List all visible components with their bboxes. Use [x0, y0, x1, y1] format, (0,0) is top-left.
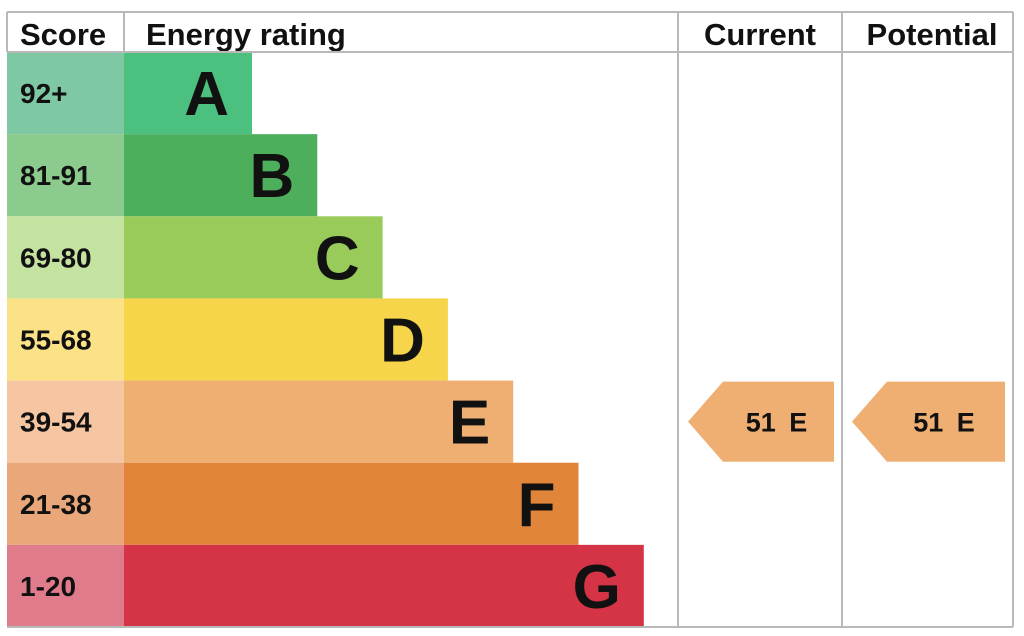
- band-letter-g: G: [573, 553, 621, 622]
- score-cell-b: [7, 134, 124, 217]
- band-bar-f: [124, 462, 579, 545]
- band-bar-e: [124, 380, 514, 463]
- score-cell-f: [7, 462, 124, 545]
- band-bar-c: [124, 216, 383, 299]
- band-bar-b: [124, 134, 318, 217]
- band-bar-d: [124, 298, 448, 381]
- score-range-c: 69-80: [20, 242, 92, 273]
- score-range-b: 81-91: [20, 160, 92, 191]
- band-letter-d: D: [380, 307, 425, 376]
- score-range-d: 55-68: [20, 325, 92, 356]
- band-letter-e: E: [449, 389, 490, 458]
- score-range-f: 21-38: [20, 489, 92, 520]
- score-cell-a: [7, 52, 124, 135]
- score-cell-g: [7, 544, 124, 627]
- score-range-e: 39-54: [20, 407, 92, 438]
- band-rows: 92+ A 81-91 B 69-80 C 55-68 D 39-54 E 21-38 F 1-20 G: [7, 52, 644, 627]
- header-row: Score Energy rating Current Potential: [20, 17, 997, 52]
- score-range-g: 1-20: [20, 571, 76, 602]
- potential-rating-label: 51 E: [913, 408, 975, 438]
- energy-rating-header: Energy rating: [146, 17, 346, 52]
- current-header: Current: [704, 17, 816, 52]
- score-header: Score: [20, 17, 106, 52]
- rating-arrows: 51 E 51 E: [688, 381, 1005, 462]
- potential-header: Potential: [867, 17, 998, 52]
- score-cell-e: [7, 380, 124, 463]
- band-bar-a: [124, 52, 252, 135]
- score-cell-c: [7, 216, 124, 299]
- table-gridlines: [6, 11, 1014, 628]
- band-letter-c: C: [315, 224, 360, 293]
- band-letter-f: F: [518, 471, 556, 540]
- band-bar-g: [124, 544, 644, 627]
- band-letter-b: B: [250, 142, 295, 211]
- score-cell-d: [7, 298, 124, 381]
- current-arrow: [688, 381, 834, 462]
- band-letter-a: A: [184, 60, 229, 129]
- current-rating-label: 51 E: [746, 408, 808, 438]
- potential-arrow: [852, 381, 1005, 462]
- score-range-a: 92+: [20, 78, 68, 109]
